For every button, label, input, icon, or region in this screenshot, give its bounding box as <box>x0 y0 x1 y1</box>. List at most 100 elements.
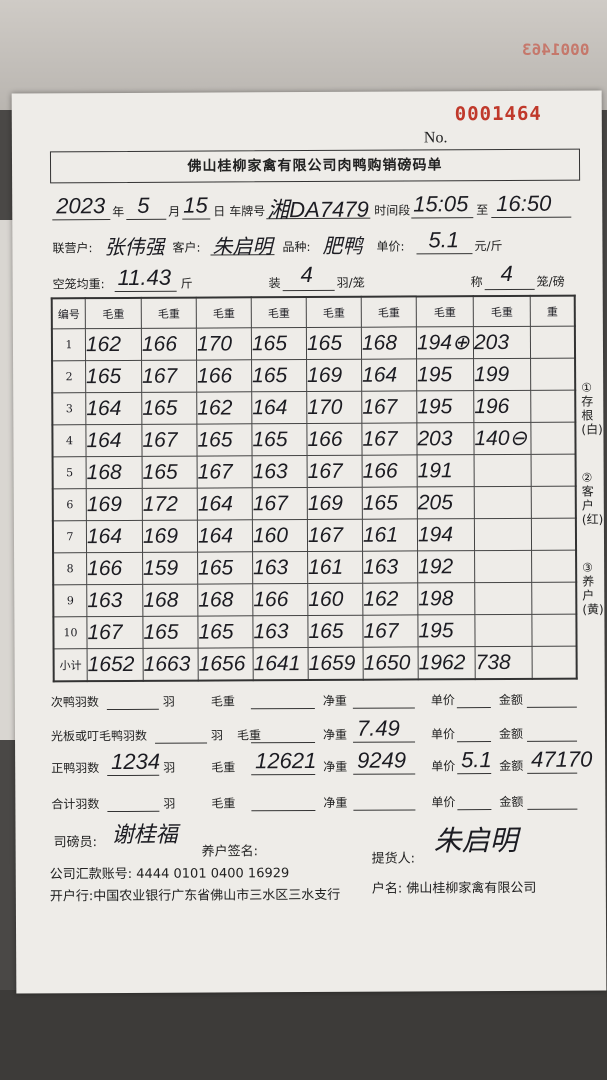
summary-label: 光板或叮毛鸭羽数 <box>50 728 148 744</box>
weight-cell: 162 <box>85 328 142 361</box>
row-number: 3 <box>52 392 86 425</box>
gross-value: 12621 <box>255 747 317 774</box>
weight-cell: 164 <box>85 392 142 425</box>
side-note-stub: ①存根(白) <box>581 380 603 437</box>
table-row: 4 164 167 165 165 166 167 203 140⊖ <box>52 422 576 457</box>
weight-cell: 毛重 <box>196 297 252 329</box>
gross-label: 毛重 <box>236 728 262 743</box>
weight-cell <box>532 646 577 679</box>
weight-cell: 167 <box>307 455 363 488</box>
weight-cell: 1659 <box>308 647 364 681</box>
weight-cell: 738 <box>475 646 533 680</box>
weight-cell: 167 <box>361 422 418 456</box>
amount-label: 金额 <box>498 692 523 708</box>
weight-cell: 毛重 <box>251 297 307 328</box>
weight-cell: 167 <box>141 360 197 393</box>
table-header-row: 编号 毛重 毛重 毛重 毛重 毛重 毛重 毛重 毛重重 <box>51 295 575 329</box>
per-cage-value: 4 <box>300 261 313 288</box>
weight-cell <box>531 518 577 551</box>
weight-cell <box>531 614 577 647</box>
price-label: 单价 <box>430 727 456 742</box>
weight-cell: 164 <box>251 391 307 424</box>
summary-label: 正鸭羽数 <box>51 761 100 776</box>
weigher-signature: 谢桂福 <box>111 821 178 848</box>
weight-cell: 165 <box>85 360 142 393</box>
net-label: 净重 <box>323 795 348 810</box>
weight-cell: 165 <box>306 327 362 360</box>
weight-cell: 1663 <box>143 648 199 681</box>
weight-cell <box>530 390 576 423</box>
weight-cell <box>474 582 532 615</box>
price-unit: 元/斤 <box>474 238 503 254</box>
amount-label: 金额 <box>499 794 524 810</box>
weight-cell: 161 <box>362 518 418 552</box>
customer-value: 朱启明 <box>212 236 273 259</box>
row-number: 8 <box>53 552 87 585</box>
table-surface <box>0 990 607 1080</box>
account-row: 公司汇款账号: 4444 0101 0400 16929 <box>50 862 290 882</box>
partner-value: 张伟强 <box>104 236 165 260</box>
amount-label: 金额 <box>498 726 524 742</box>
weight-cell: 1962 <box>418 646 476 680</box>
weight-cell: 165 <box>251 423 308 456</box>
table-row: 7 164 169 164 160 167 161 194 <box>52 518 577 553</box>
weight-cell: 203 <box>416 422 475 455</box>
weight-cell: 203 <box>473 326 531 359</box>
weight-cell: 168 <box>142 584 198 617</box>
account-name-label: 户名: <box>371 881 403 897</box>
bank-row: 开户行:中国农业银行广东省佛山市三水区三水支行 <box>50 884 341 905</box>
weight-cell: 192 <box>417 550 475 583</box>
weight-cell <box>530 326 576 359</box>
farmer-sign-label: 养户签名: <box>201 844 259 860</box>
slip-title: 佛山桂柳家禽有限公司肉鸭购销磅码单 <box>49 148 581 184</box>
weight-cell: 1650 <box>363 646 419 680</box>
row-number: 2 <box>52 360 86 393</box>
price-label: 单价 <box>431 795 456 810</box>
underlying-serial: 0001463 <box>521 40 589 59</box>
weight-cell: 164 <box>361 358 417 392</box>
cage-weight-unit: 斤 <box>180 276 193 291</box>
weight-cell: 1652 <box>87 648 144 682</box>
customer-label: 客户: <box>172 240 201 255</box>
row-number: 编号 <box>51 298 86 329</box>
price-value: 5.1 <box>428 227 460 253</box>
weigher-label: 司磅员: <box>53 835 98 851</box>
net-label: 净重 <box>322 693 347 708</box>
weight-cell: 毛重 <box>85 297 142 329</box>
weight-cell: 167 <box>361 390 417 424</box>
weight-cell: 164 <box>197 519 253 553</box>
row-number: 4 <box>52 424 87 457</box>
weight-cell: 毛重 <box>473 295 531 327</box>
weight-cell: 160 <box>307 583 363 616</box>
year-label: 年 <box>112 204 125 220</box>
row-number: 7 <box>52 520 87 553</box>
serial-number: 0001464 <box>454 102 542 126</box>
count-unit: 羽 <box>162 694 175 709</box>
weight-cell: 140⊖ <box>473 422 532 455</box>
net-label: 净重 <box>322 727 348 742</box>
time-label: 时间段 <box>374 203 411 218</box>
weight-cell: 195 <box>417 614 476 647</box>
subtotal-row: 小计 1652 1663 1656 1641 1659 1650 1962 738 <box>53 646 577 682</box>
weight-cell <box>474 518 532 551</box>
gross-label: 毛重 <box>211 760 236 775</box>
weight-cell: 169 <box>306 359 362 392</box>
weight-cell: 167 <box>362 614 419 648</box>
weight-cell: 170 <box>196 327 252 361</box>
load-label: 装 <box>268 276 281 291</box>
row-number: 1 <box>51 328 86 361</box>
cages-per-weigh-unit: 笼/磅 <box>536 274 565 289</box>
weight-cell <box>530 422 576 455</box>
count-unit: 羽 <box>163 760 176 775</box>
weight-cell: 1641 <box>253 647 309 681</box>
weight-cell: 163 <box>252 615 309 648</box>
weight-cell: 165 <box>196 423 253 457</box>
time-from: 15:05 <box>413 191 469 217</box>
table-row: 2 165 167 166 165 169 164 195 199 <box>52 358 576 393</box>
weight-cell: 195 <box>416 390 474 423</box>
weight-cell <box>474 486 532 519</box>
weight-cell: 165 <box>142 616 199 649</box>
breed-value: 肥鸭 <box>322 235 363 258</box>
weight-cell: 194⊕ <box>416 326 474 359</box>
weight-cell: 167 <box>86 616 144 649</box>
